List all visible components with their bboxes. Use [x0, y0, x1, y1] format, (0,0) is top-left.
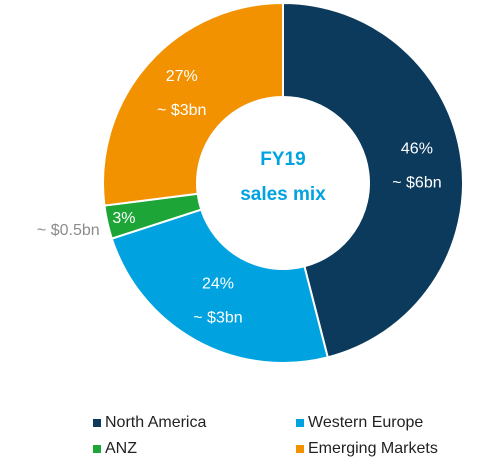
amount-label: ~ $6bn — [392, 174, 441, 191]
legend-label: ANZ — [105, 440, 137, 457]
value-label: 46% — [401, 140, 433, 157]
legend-swatch — [296, 419, 304, 427]
center-label: sales mix — [240, 184, 326, 205]
legend-label: Western Europe — [308, 414, 423, 431]
donut-slice — [102, 1, 284, 207]
legend-label: Emerging Markets — [308, 440, 438, 457]
legend-swatch — [93, 419, 101, 427]
value-label: 24% — [202, 276, 234, 293]
legend-swatch — [93, 445, 101, 453]
legend-label: North America — [105, 414, 206, 431]
donut-slice — [282, 1, 464, 359]
center-label: FY19 — [260, 149, 305, 170]
legend-swatch — [296, 445, 304, 453]
amount-label: ~ $3bn — [157, 102, 206, 119]
amount-label: ~ $3bn — [193, 310, 242, 327]
value-label: 3% — [112, 210, 135, 227]
amount-label: ~ $0.5bn — [37, 222, 100, 239]
value-label: 27% — [166, 68, 198, 85]
donut-slice — [110, 208, 329, 364]
